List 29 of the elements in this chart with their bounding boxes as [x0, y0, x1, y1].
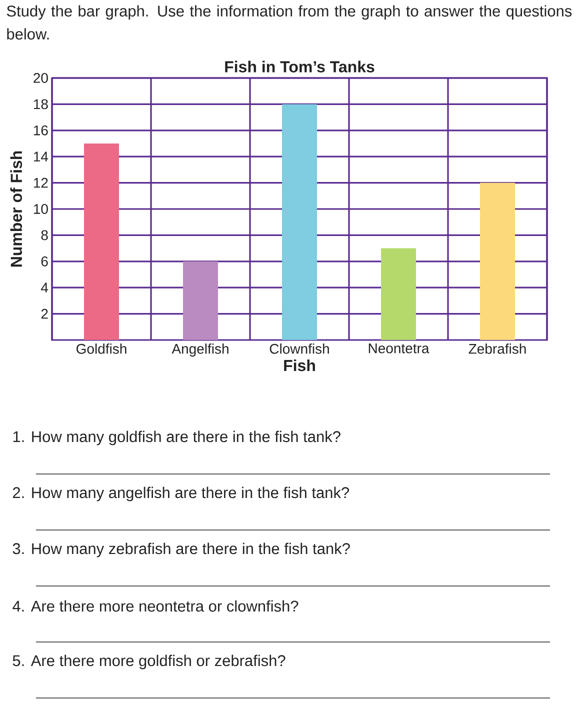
text: Study the bar graph. Use the information from the graph to answer the questions below. — [6, 5, 572, 40]
y-tick-label: 8 — [41, 230, 48, 240]
y-tick-label: 6 — [41, 256, 48, 266]
bar — [381, 248, 416, 340]
bar — [183, 261, 218, 340]
x-tick-label: Goldfish — [76, 344, 126, 354]
y-tick-label: 18 — [34, 99, 48, 110]
text: 4. Are there more neontetra or clownfish? — [12, 600, 298, 612]
y-tick-label: 2 — [41, 308, 48, 319]
bar — [480, 182, 515, 340]
x-tick-label: Clownfish — [270, 344, 329, 354]
bar — [282, 104, 317, 340]
x-tick-label: Zebrafish — [468, 344, 526, 354]
y-tick-label: 12 — [34, 178, 48, 188]
x-tick-label: Angelfish — [172, 344, 228, 357]
y-tick-label: 4 — [40, 282, 48, 292]
y-axis-title: Number of Fish — [10, 151, 22, 267]
chart-title: Fish in Tom’s Tanks — [225, 60, 374, 72]
x-tick-label: Neontetra — [368, 344, 430, 354]
text: 3. How many zebrafish are there in the fish tank? — [12, 542, 350, 558]
text: 5. Are there more goldfish or zebrafish? — [12, 654, 286, 670]
text: 1. How many goldfish are there in the fish tank? — [13, 430, 340, 446]
y-tick-label: 16 — [34, 125, 48, 136]
y-tick-label: 10 — [34, 204, 48, 214]
y-tick-label: 20 — [34, 73, 48, 83]
text: 2. How many angelfish are there in the fish tank? — [12, 486, 350, 502]
y-tick-label: 14 — [34, 152, 48, 162]
bar — [84, 143, 119, 340]
x-axis-title: Fish — [284, 359, 315, 372]
